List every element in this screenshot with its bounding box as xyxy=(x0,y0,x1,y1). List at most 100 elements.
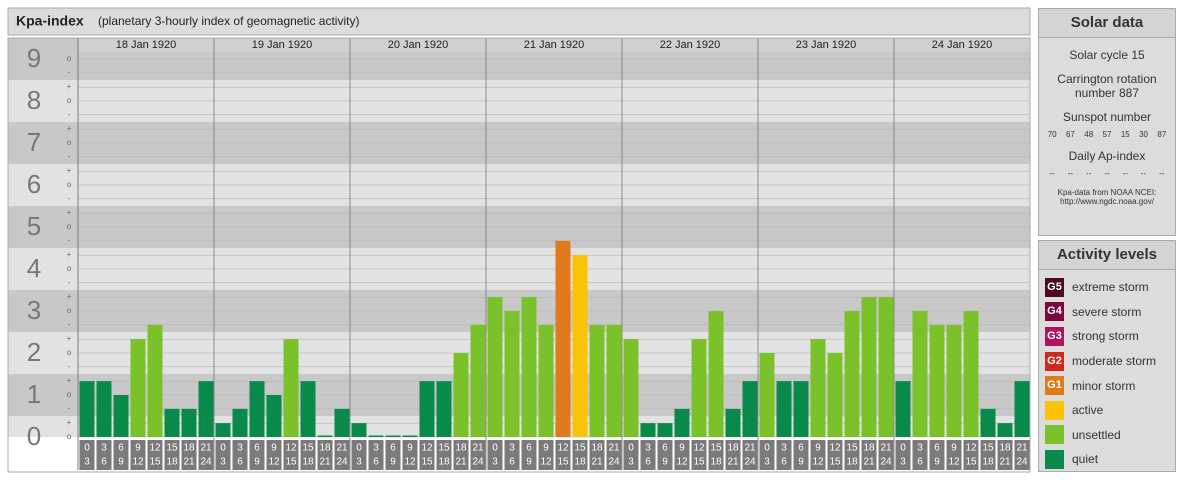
hour-to: 24 xyxy=(880,457,892,468)
panel-title: Solar data xyxy=(1039,9,1175,38)
bar xyxy=(147,324,163,437)
hour-from: 15 xyxy=(574,443,586,454)
source: Kpa-data from NOAA NCEI: xyxy=(1057,188,1157,197)
bar xyxy=(538,324,554,437)
hour-to: 9 xyxy=(934,457,940,468)
hour-to: 15 xyxy=(421,457,433,468)
hour-to: 12 xyxy=(404,457,416,468)
y-subtick-label: + xyxy=(67,208,72,217)
ap-label: Daily Ap-index xyxy=(1068,149,1146,163)
hour-box xyxy=(606,440,622,470)
hour-box xyxy=(470,440,486,470)
hour-box xyxy=(368,440,384,470)
y-subtick-label: - xyxy=(68,320,71,329)
bar xyxy=(810,339,826,437)
hour-from: 18 xyxy=(863,443,875,454)
hour-to: 21 xyxy=(863,457,875,468)
y-subtick-label: - xyxy=(68,236,71,245)
legend-badge: G2 xyxy=(1047,354,1062,367)
legend-badge: G5 xyxy=(1047,280,1062,293)
y-subtick-label: - xyxy=(68,68,71,77)
bar xyxy=(844,311,860,437)
y-subtick-label: o xyxy=(67,138,72,147)
legend-label: severe storm xyxy=(1072,304,1142,319)
hour-from: 0 xyxy=(900,443,906,454)
hour-from: 12 xyxy=(829,443,841,454)
hour-box xyxy=(946,440,962,470)
hour-to: 12 xyxy=(132,457,144,468)
y-tick-label: 2 xyxy=(27,337,41,367)
legend-item: active xyxy=(1039,398,1175,423)
bar xyxy=(742,381,758,437)
hour-box xyxy=(844,440,860,470)
hour-to: 24 xyxy=(472,457,484,468)
hour-from: 0 xyxy=(84,443,90,454)
hour-from: 9 xyxy=(135,443,141,454)
bar xyxy=(606,324,622,437)
hour-box xyxy=(997,440,1013,470)
day-label: 18 Jan 1920 xyxy=(116,39,177,51)
hour-box xyxy=(385,440,401,470)
day-label: 23 Jan 1920 xyxy=(796,39,857,51)
y-tick-label: 0 xyxy=(27,421,41,451)
bar xyxy=(997,423,1013,437)
hour-to: 21 xyxy=(455,457,467,468)
hour-box xyxy=(113,440,129,470)
bar xyxy=(759,353,775,437)
hour-to: 18 xyxy=(302,457,314,468)
hour-from: 21 xyxy=(472,443,484,454)
hour-to: 3 xyxy=(628,457,634,468)
hour-from: 18 xyxy=(319,443,331,454)
hour-box xyxy=(912,440,928,470)
hour-box xyxy=(215,440,231,470)
legend-badge: G1 xyxy=(1047,379,1062,392)
ap-value: -- xyxy=(1067,169,1074,178)
ap-value: -- xyxy=(1049,169,1055,178)
hour-box xyxy=(793,440,809,470)
sunspot-value: 30 xyxy=(1139,130,1148,139)
y-tick-label: 4 xyxy=(27,253,41,283)
hour-to: 6 xyxy=(101,457,107,468)
bar xyxy=(334,408,350,437)
bar xyxy=(521,297,537,437)
bar xyxy=(436,381,452,437)
sunspot-values: 70 67 48 57 15 30 87 xyxy=(1043,130,1171,139)
hour-to: 21 xyxy=(727,457,739,468)
hour-to: 24 xyxy=(1016,457,1028,468)
y-subtick-label: o xyxy=(67,348,72,357)
hour-to: 24 xyxy=(200,457,212,468)
y-tick-label: 1 xyxy=(27,379,41,409)
y-subtick-label: - xyxy=(68,404,71,413)
bar xyxy=(283,339,299,437)
hour-box xyxy=(181,440,197,470)
hour-to: 24 xyxy=(744,457,756,468)
panel-title: Activity levels xyxy=(1039,241,1175,270)
hour-box xyxy=(725,440,741,470)
legend-swatch: G3 xyxy=(1045,326,1064,346)
hour-from: 0 xyxy=(628,443,634,454)
hour-from: 6 xyxy=(526,443,532,454)
bar xyxy=(912,311,928,437)
y-subtick-label: - xyxy=(68,194,71,203)
hour-to: 15 xyxy=(965,457,977,468)
hour-from: 3 xyxy=(781,443,787,454)
hour-box xyxy=(317,440,333,470)
bar xyxy=(657,423,673,437)
hour-from: 21 xyxy=(200,443,212,454)
hour-to: 9 xyxy=(118,457,124,468)
bar xyxy=(589,324,605,437)
y-tick-label: 7 xyxy=(27,127,41,157)
y-subtick-label: o xyxy=(67,96,72,105)
hour-from: 6 xyxy=(118,443,124,454)
hour-to: 6 xyxy=(781,457,787,468)
hour-box xyxy=(827,440,843,470)
hour-to: 21 xyxy=(319,457,331,468)
hour-from: 12 xyxy=(693,443,705,454)
carrington: Carrington rotation number 887 xyxy=(1057,72,1157,100)
hour-box xyxy=(436,440,452,470)
bar xyxy=(419,381,435,437)
legend-label: extreme storm xyxy=(1072,280,1149,295)
hour-box xyxy=(79,440,95,470)
y-subtick-label: + xyxy=(67,292,72,301)
y-tick-label: 9 xyxy=(27,43,41,73)
